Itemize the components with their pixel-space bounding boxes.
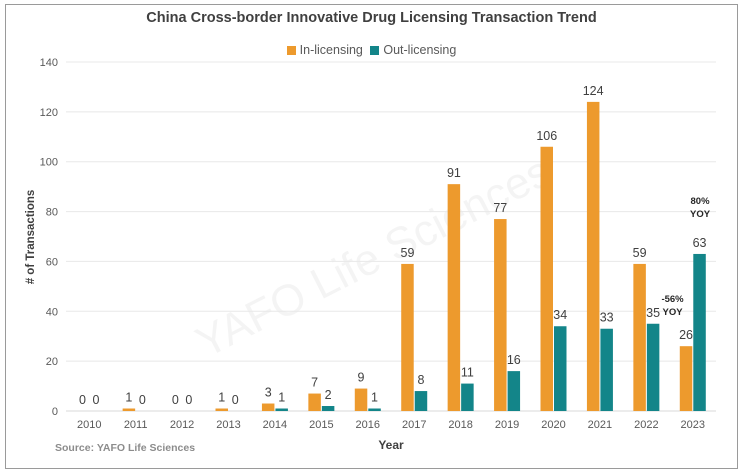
bar-out-licensing — [554, 326, 567, 411]
x-axis-title: Year — [378, 438, 404, 452]
bar-out-licensing — [275, 408, 288, 411]
data-label: 59 — [401, 246, 415, 260]
x-tick-label: 2010 — [77, 419, 101, 431]
legend-swatch-out-licensing — [370, 45, 380, 55]
bar-in-licensing — [401, 263, 414, 411]
data-label: 77 — [493, 201, 507, 215]
legend-label-in-licensing: In-licensing — [299, 43, 363, 57]
data-label: 0 — [139, 393, 146, 407]
data-label: 63 — [693, 236, 707, 250]
bar-out-licensing — [600, 328, 613, 411]
bar-in-licensing — [261, 403, 275, 411]
bar-out-licensing — [646, 323, 660, 411]
annotation-line1: 80% — [691, 196, 711, 207]
data-label: 7 — [311, 376, 318, 390]
data-label: 2 — [325, 388, 332, 402]
bar-in-licensing — [586, 101, 600, 411]
bar-out-licensing — [368, 408, 381, 411]
data-label: 0 — [172, 393, 179, 407]
bar-in-licensing — [354, 388, 368, 411]
bar-out-licensing — [321, 406, 335, 411]
y-tick-labels: 0 20 40 60 80 100 120 140 — [40, 57, 58, 418]
y-tick-label: 140 — [40, 57, 58, 69]
data-label: 1 — [371, 391, 378, 405]
y-tick-label: 60 — [46, 256, 58, 268]
legend: In-licensing Out-licensing — [0, 43, 743, 58]
x-tick-label: 2020 — [541, 419, 565, 431]
data-label: 1 — [278, 391, 285, 405]
data-label: 59 — [633, 246, 647, 260]
data-label: 106 — [536, 129, 557, 143]
data-label: 35 — [646, 306, 660, 320]
legend-label-out-licensing: Out-licensing — [383, 43, 457, 57]
x-tick-label: 2022 — [634, 419, 658, 431]
x-tick-label: 2023 — [681, 419, 705, 431]
data-label: 9 — [358, 371, 365, 385]
y-tick-label: 120 — [40, 107, 58, 119]
bar-in-licensing — [494, 219, 507, 411]
data-label: 0 — [232, 393, 239, 407]
annotation-line2: YOY — [690, 209, 711, 220]
data-label: 91 — [447, 166, 461, 180]
data-label: 3 — [265, 386, 272, 400]
bars — [122, 101, 706, 411]
x-tick-label: 2019 — [495, 419, 519, 431]
data-label: 8 — [417, 373, 424, 387]
annotations: -56% YOY 80% YOY — [661, 196, 710, 318]
bar-in-licensing — [540, 146, 553, 411]
data-label: 34 — [553, 308, 567, 322]
y-tick-label: 40 — [46, 306, 58, 318]
x-tick-label: 2021 — [588, 419, 612, 431]
x-tick-label: 2015 — [309, 419, 333, 431]
data-label: 0 — [79, 393, 86, 407]
bar-in-licensing — [447, 184, 461, 411]
y-tick-label: 80 — [46, 207, 58, 219]
data-labels: 0 0 1 0 0 0 1 03 1729159891117716106341243359352… — [79, 84, 707, 407]
legend-item-out-licensing[interactable]: Out-licensing — [370, 43, 456, 57]
data-label: 26 — [679, 328, 693, 342]
bar-in-licensing — [679, 346, 693, 411]
y-tick-label: 20 — [46, 356, 58, 368]
source-note: Source: YAFO Life Sciences — [55, 442, 196, 454]
data-label: 33 — [600, 311, 614, 325]
bar-in-licensing — [215, 408, 228, 411]
y-tick-label: 0 — [52, 406, 58, 418]
data-label: 11 — [461, 366, 474, 380]
x-tick-labels: 2010 2011 2012 2013 2014 2015 2016 2017 2018 2019… — [77, 419, 705, 431]
legend-swatch-in-licensing — [286, 45, 296, 55]
data-label: 1 — [218, 391, 225, 405]
y-tick-label: 100 — [40, 157, 58, 169]
data-label: 1 — [125, 391, 132, 405]
bar-in-licensing — [633, 263, 646, 411]
y-axis-title: # of Transactions — [25, 190, 37, 285]
x-tick-label: 2014 — [263, 419, 287, 431]
data-label: 124 — [583, 84, 604, 98]
data-label: 16 — [507, 353, 521, 367]
data-label: 0 — [92, 393, 99, 407]
bar-out-licensing — [461, 383, 474, 411]
bar-in-licensing — [122, 408, 136, 411]
chart-frame — [5, 4, 738, 469]
annotation-line1: -56% — [661, 294, 684, 305]
bar-out-licensing — [507, 371, 521, 411]
bar-out-licensing — [693, 253, 706, 411]
chart-title: China Cross-border Innovative Drug Licen… — [146, 10, 597, 26]
bar-in-licensing — [308, 393, 321, 411]
x-tick-label: 2013 — [216, 419, 240, 431]
legend-item-in-licensing[interactable]: In-licensing — [286, 43, 363, 57]
x-tick-label: 2012 — [170, 419, 194, 431]
annotation-line2: YOY — [663, 307, 684, 318]
x-tick-label: 2018 — [448, 419, 472, 431]
x-tick-label: 2016 — [356, 419, 380, 431]
bar-out-licensing — [414, 391, 428, 411]
x-tick-label: 2011 — [124, 419, 148, 431]
data-label: 0 — [185, 393, 192, 407]
x-tick-label: 2017 — [402, 419, 426, 431]
